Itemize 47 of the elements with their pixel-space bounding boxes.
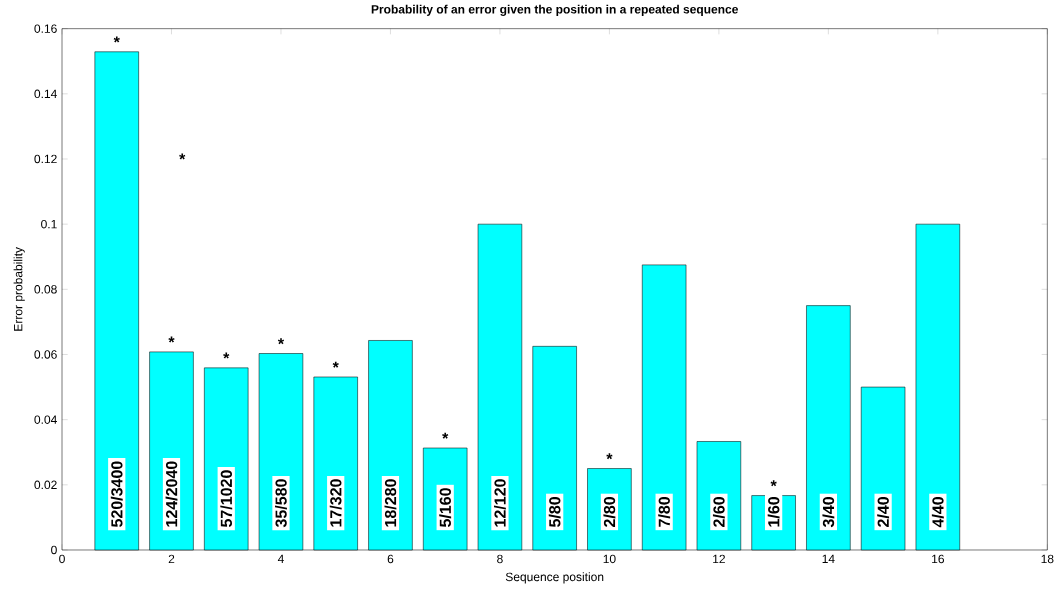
annotation: * [332, 361, 339, 368]
data-label: 18/280 [384, 479, 397, 527]
x-tick-label: 8 [497, 554, 503, 564]
data-label: 57/1020 [220, 470, 233, 527]
y-tick-label: 0.04 [34, 415, 57, 424]
data-label: 1/60 [767, 497, 780, 527]
y-tick-label: 0.06 [34, 350, 57, 359]
x-tick-label: 0 [59, 554, 65, 564]
x-tick-label: 2 [168, 554, 175, 564]
annotation: * [223, 352, 230, 359]
y-tick-label: 0.12 [34, 154, 57, 164]
annotation: * [168, 336, 175, 343]
data-label: 124/2040 [165, 461, 178, 527]
annotation: * [606, 453, 613, 460]
x-tick-label: 18 [1041, 554, 1054, 564]
annotation: * [442, 432, 449, 439]
annotation: * [113, 36, 120, 43]
y-tick-label: 0.16 [34, 24, 57, 33]
y-tick-label: 0.14 [34, 89, 57, 99]
chart-title: Probability of an error given the position in a repeated sequence [371, 4, 738, 16]
data-label: 5/160 [439, 488, 452, 527]
x-tick-label: 4 [277, 554, 284, 563]
data-label: 35/580 [275, 479, 287, 528]
x-tick-label: 16 [932, 554, 944, 564]
x-tick-label: 10 [603, 554, 616, 564]
y-tick-label: 0.08 [34, 285, 57, 294]
data-label: 2/60 [712, 497, 725, 527]
x-axis-title: Sequence position [505, 572, 604, 584]
x-tick-label: 6 [387, 554, 394, 564]
data-label: 12/120 [493, 479, 506, 527]
annotation: * [770, 480, 777, 487]
data-label: 3/40 [822, 497, 835, 528]
annotation: * [277, 338, 285, 345]
x-tick-label: 14 [822, 554, 835, 563]
y-tick-label: 0.02 [34, 480, 57, 490]
data-label: 17/320 [329, 479, 342, 527]
annotation: * [179, 153, 186, 160]
data-label: 7/80 [658, 497, 671, 527]
data-label: 520/3400 [110, 461, 123, 527]
data-label: 4/40 [931, 497, 944, 528]
data-label: 2/80 [603, 497, 616, 527]
y-tick-label: 0 [51, 545, 57, 555]
y-tick-label: 0.1 [41, 219, 57, 229]
data-label: 5/80 [548, 497, 561, 527]
data-label: 2/40 [877, 497, 890, 527]
y-axis-title: Error probability [13, 247, 25, 331]
x-tick-label: 12 [713, 554, 725, 564]
